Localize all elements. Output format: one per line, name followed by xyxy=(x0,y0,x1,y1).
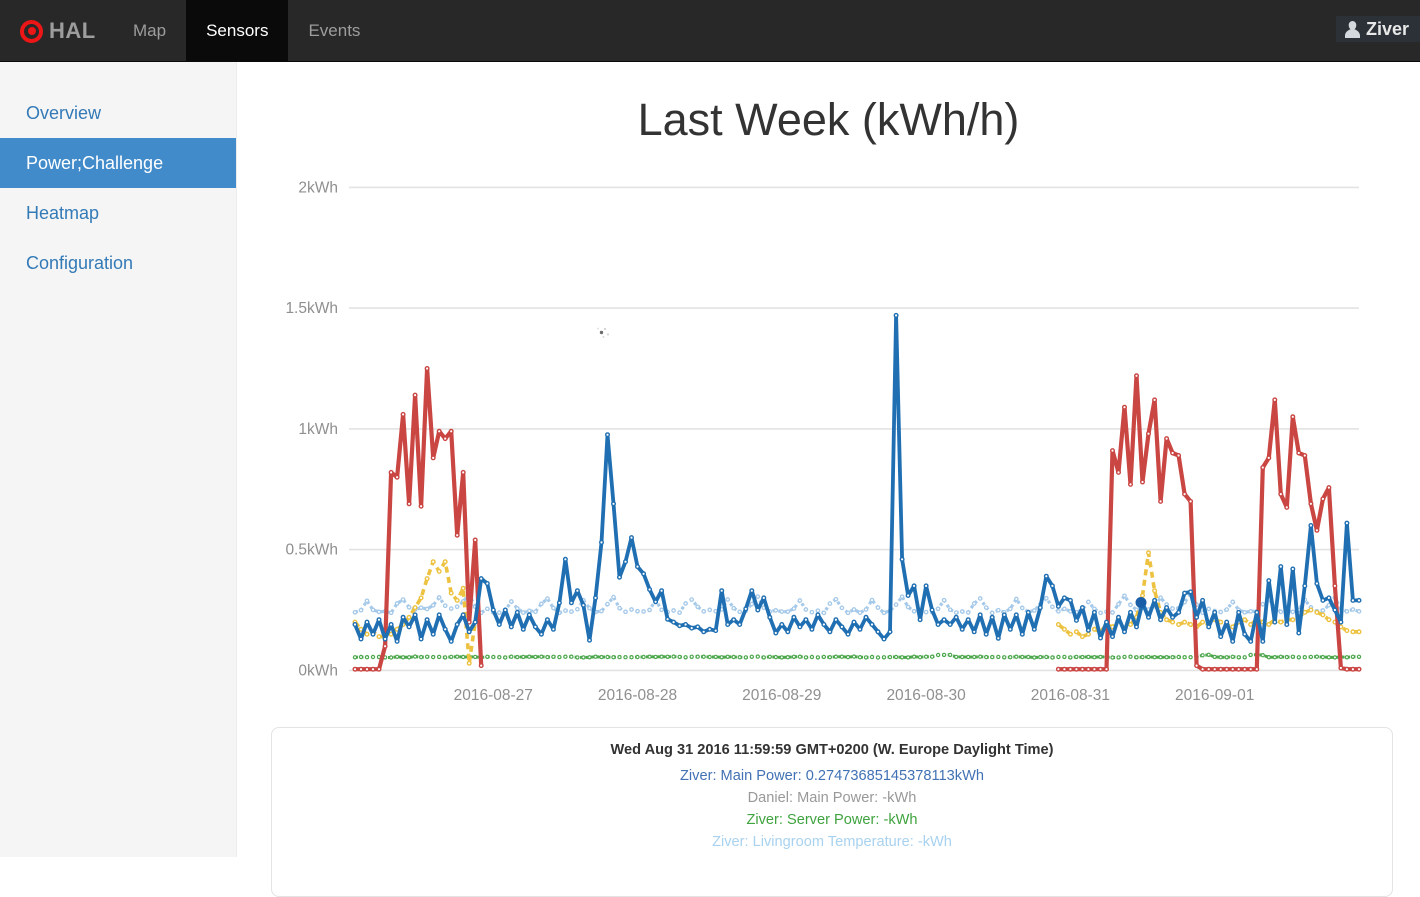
svg-text:2016-08-30: 2016-08-30 xyxy=(886,687,966,704)
svg-text:1kWh: 1kWh xyxy=(298,421,338,438)
svg-text:2016-08-31: 2016-08-31 xyxy=(1031,687,1110,704)
svg-text:1.5kWh: 1.5kWh xyxy=(285,300,338,317)
svg-text:2016-09-01: 2016-09-01 xyxy=(1175,687,1254,704)
svg-text:2kWh: 2kWh xyxy=(298,179,338,196)
svg-text:2016-08-29: 2016-08-29 xyxy=(742,687,821,704)
svg-text:2016-08-28: 2016-08-28 xyxy=(598,687,677,704)
svg-text:0.5kWh: 0.5kWh xyxy=(285,542,338,559)
svg-text:2016-08-27: 2016-08-27 xyxy=(454,687,533,704)
svg-text:0kWh: 0kWh xyxy=(298,662,338,679)
